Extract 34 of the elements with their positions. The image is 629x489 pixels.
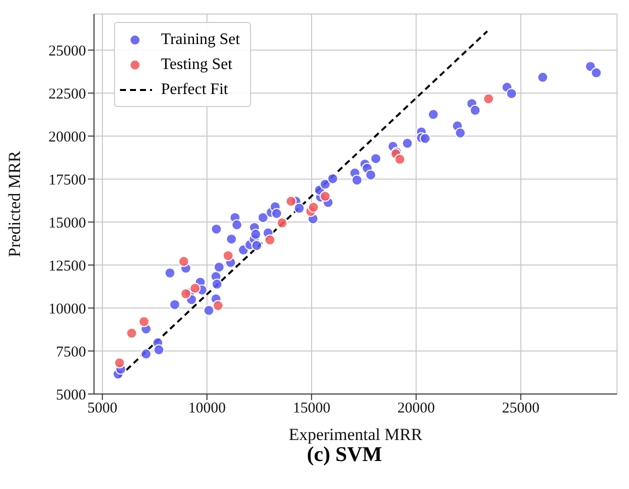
y-tick-label: 22500 bbox=[48, 86, 86, 102]
point bbox=[212, 300, 224, 312]
point bbox=[320, 190, 331, 202]
point bbox=[264, 234, 276, 246]
x-tick-label: 10000 bbox=[188, 400, 226, 417]
point bbox=[190, 282, 201, 294]
point bbox=[114, 357, 126, 368]
point bbox=[222, 250, 234, 262]
x-tick-label: 20000 bbox=[397, 400, 435, 417]
y-tick-label: 10000 bbox=[48, 301, 86, 318]
point bbox=[483, 93, 494, 104]
point bbox=[276, 217, 288, 228]
y-axis-title: Predicted MRR bbox=[5, 150, 24, 258]
point bbox=[178, 256, 190, 267]
y-tick-label: 12500 bbox=[48, 258, 86, 274]
point bbox=[138, 316, 150, 328]
x-tick-label: 5000 bbox=[87, 400, 118, 417]
point bbox=[180, 288, 192, 300]
y-tick-label: 25000 bbox=[48, 43, 86, 60]
legend-label: Training Set bbox=[161, 30, 240, 50]
x-tick-label: 15000 bbox=[292, 400, 330, 417]
x-axis-title: Experimental MRR bbox=[288, 425, 423, 444]
y-tick-label: 20000 bbox=[48, 129, 86, 146]
x-tick-label: 25000 bbox=[502, 400, 540, 417]
legend-label: Testing Set bbox=[161, 55, 232, 75]
legend-label: Perfect Fit bbox=[161, 80, 228, 100]
y-tick-label: 17500 bbox=[48, 172, 86, 188]
y-tick-label: 15000 bbox=[48, 215, 86, 232]
y-tick-label: 7500 bbox=[56, 344, 86, 360]
y-tick-label: 5000 bbox=[56, 387, 86, 404]
point bbox=[286, 196, 297, 207]
point bbox=[394, 154, 406, 165]
point bbox=[126, 328, 138, 339]
point bbox=[308, 202, 319, 213]
